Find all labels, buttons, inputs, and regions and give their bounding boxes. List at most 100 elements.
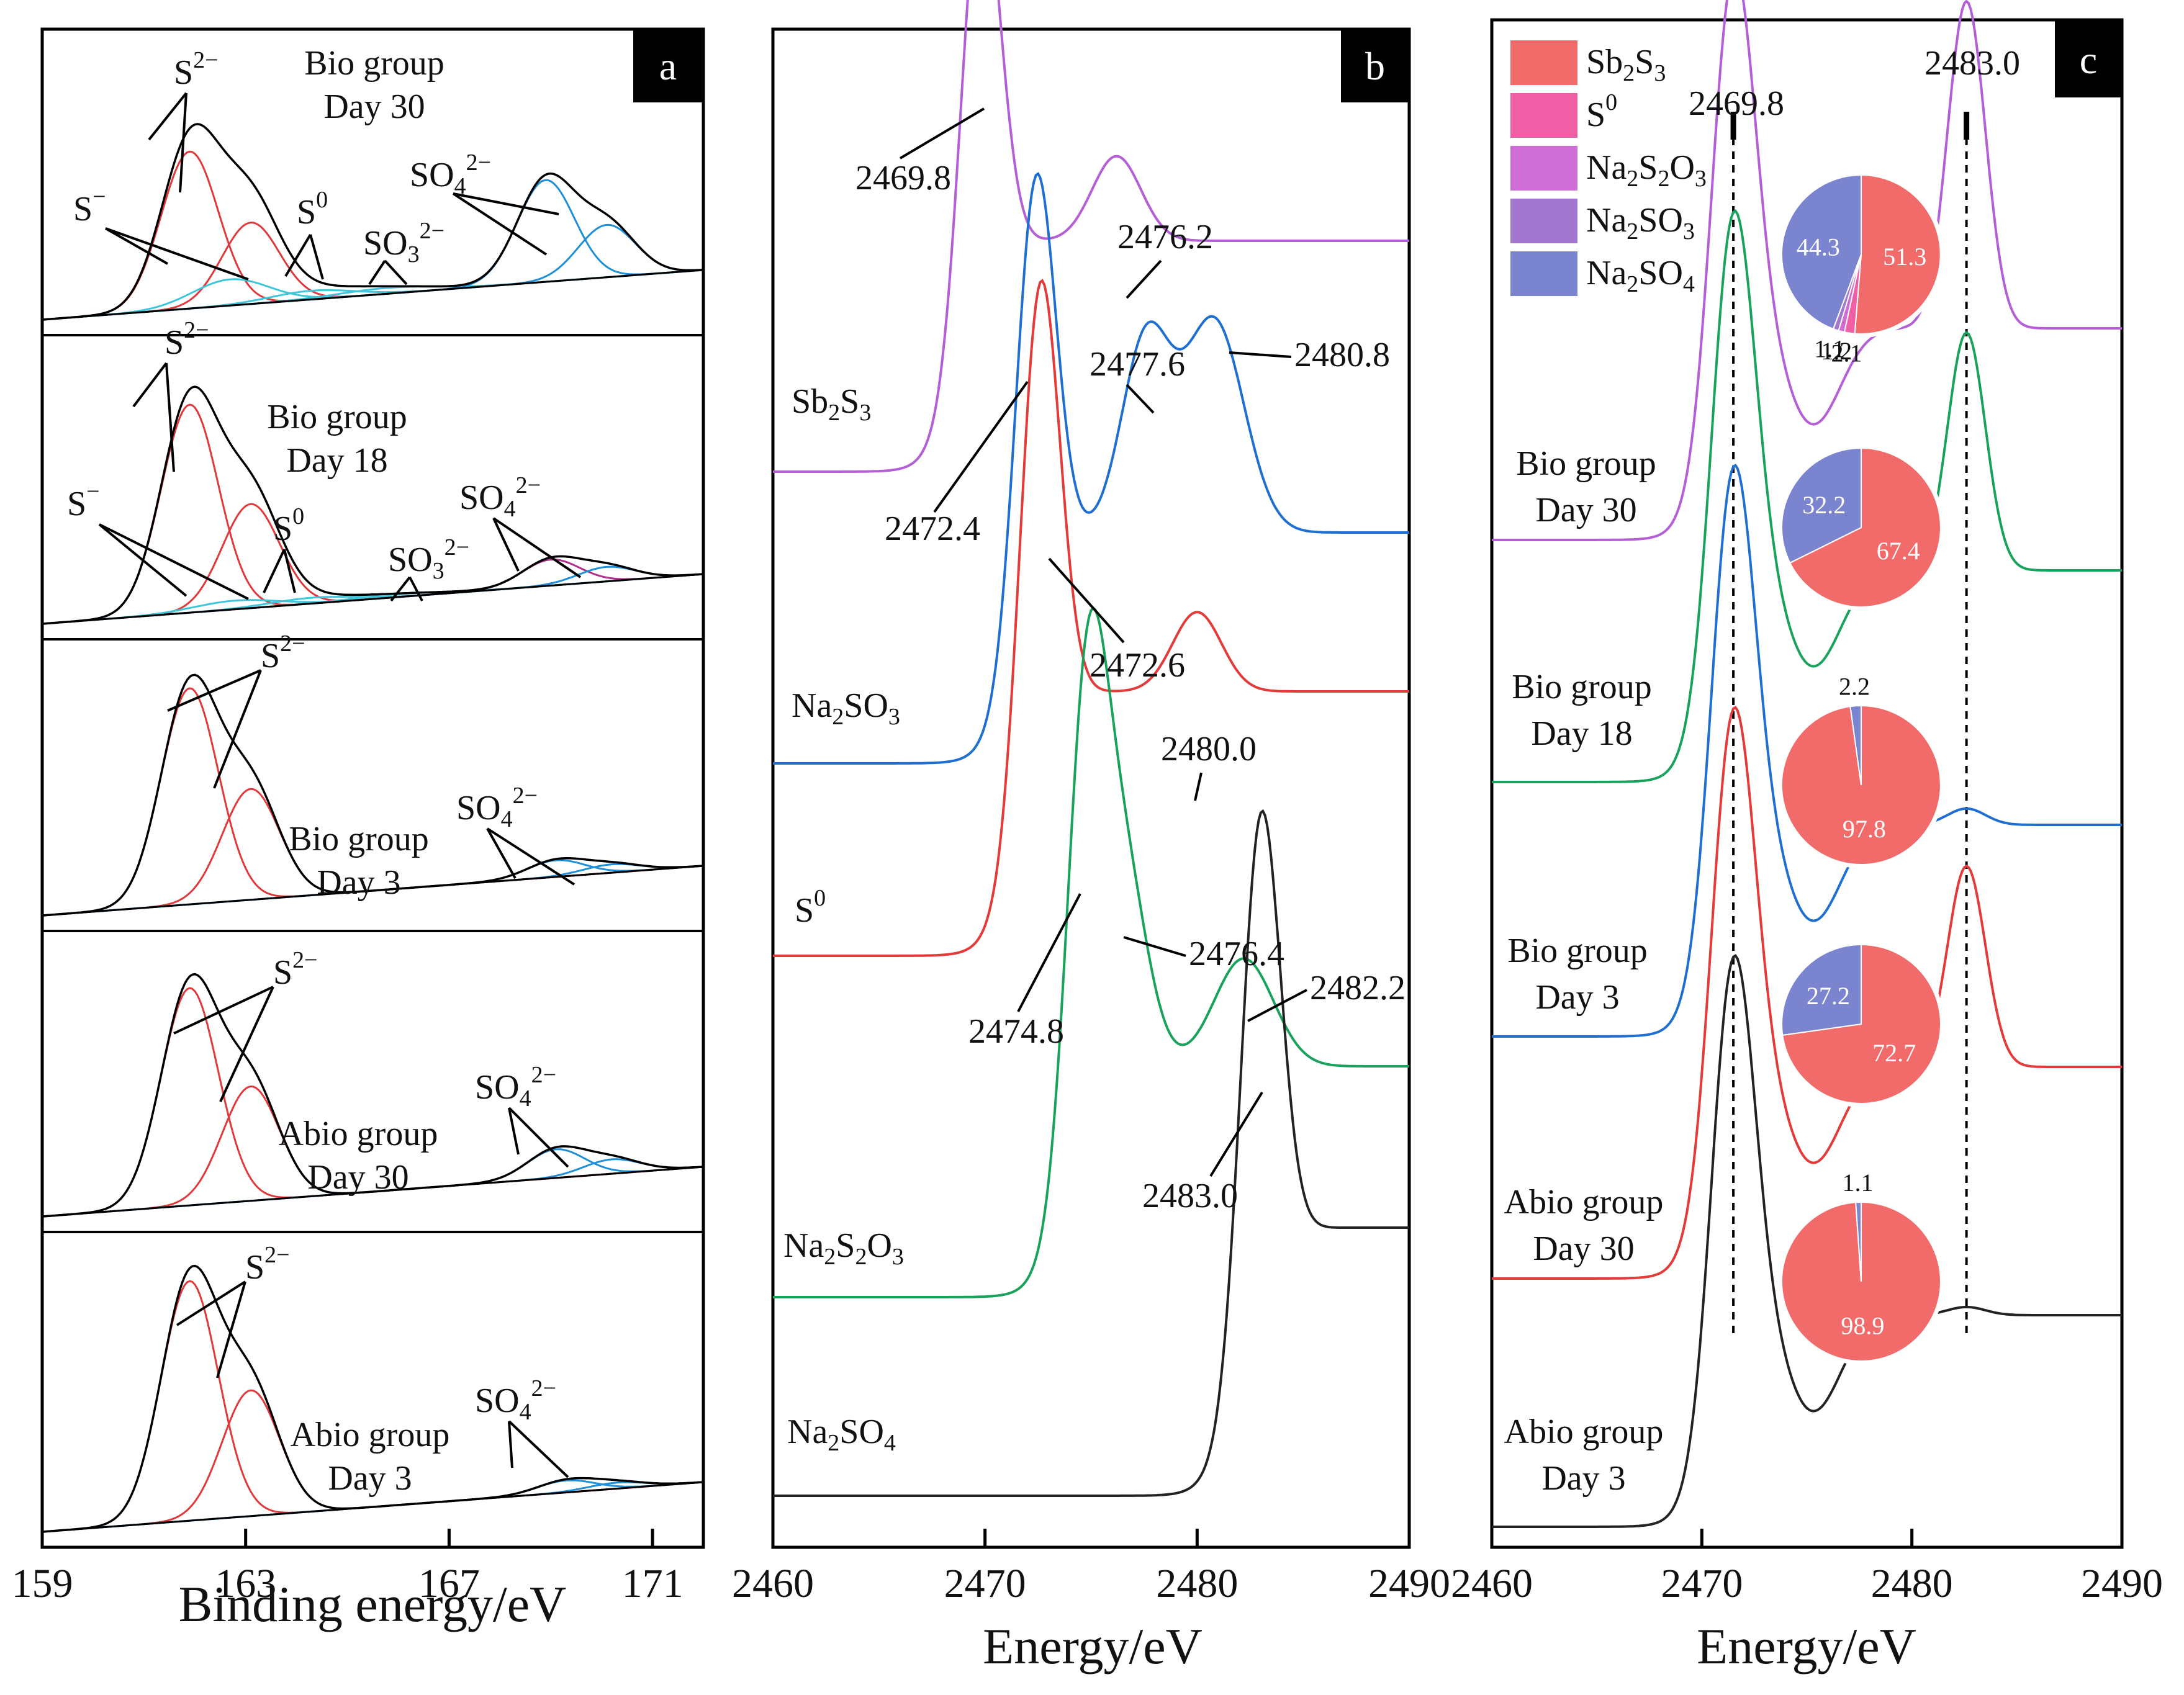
x-tick-label: 2460 — [732, 1561, 814, 1606]
a-arrow — [408, 577, 423, 601]
pie-slice-label: 32.2 — [1802, 491, 1846, 519]
sample-spectrum-curve — [1492, 464, 2122, 1038]
x-tick-label: 167 — [418, 1561, 480, 1606]
panel-c-curves — [1492, 0, 2122, 1528]
b-arrow — [1209, 1091, 1263, 1177]
b-peak-label: 2472.6 — [1090, 646, 1185, 685]
a-arrow — [486, 828, 517, 879]
b-arrow — [1194, 772, 1203, 801]
pie-slice — [1854, 174, 1941, 335]
panel-c-letter: c — [2080, 38, 2097, 82]
a-arrow — [98, 523, 187, 597]
b-arrow — [1017, 893, 1081, 1012]
sample-spectrum-curve — [1492, 954, 2122, 1528]
panel-b-frame — [771, 27, 1411, 1549]
c-refline-label: 2483.0 — [1925, 44, 2020, 83]
legend-label-na2s2o3: Na2S2O3 — [1586, 148, 1707, 192]
panel-a-letter: a — [659, 44, 677, 88]
b-peak-label: 2483.0 — [1142, 1177, 1238, 1215]
a-arrow — [263, 549, 286, 593]
b-label-sb2s3: Sb2S3 — [792, 382, 871, 426]
c-refline-label: 2469.8 — [1689, 84, 1784, 123]
a-arrow — [368, 259, 386, 285]
legend-swatch-s0 — [1510, 93, 1577, 138]
c-label-line2: Day 18 — [1531, 714, 1632, 753]
legend-swatch-na2s2o3 — [1510, 146, 1577, 191]
c-label-line1: Abio group — [1504, 1413, 1664, 1451]
b-arrow — [899, 107, 985, 160]
x-tick-label: 171 — [622, 1561, 684, 1606]
panel-a-species-annotations: S2− S− S0 SO32− SO42− S2− S− S0 S — [67, 47, 582, 1478]
a-label-line2: Day 30 — [323, 88, 425, 126]
xps-baseline — [42, 865, 704, 917]
panel-b-ticks: 2460 2470 2480 2490 — [732, 1529, 1450, 1606]
x-tick-label: 2460 — [1451, 1561, 1533, 1606]
b-arrow — [1247, 989, 1307, 1022]
reference-spectrum-curve — [773, 172, 1409, 765]
xps-baseline — [42, 269, 704, 321]
xps-baseline — [42, 1481, 704, 1533]
a-arrow — [283, 549, 296, 593]
x-tick-label: 2490 — [1368, 1561, 1450, 1606]
a-arrow — [216, 1281, 246, 1378]
pie-slice — [1855, 1201, 1862, 1282]
x-tick-label: 2470 — [1661, 1561, 1743, 1606]
a-arrow — [105, 227, 249, 281]
pie-slice — [1789, 447, 1941, 608]
panel-a-badge — [633, 29, 703, 102]
pie-slice-label: 51.3 — [1883, 243, 1926, 271]
panel-c-pies: 51.32.11.21.144.367.432.297.82.272.727.2… — [1778, 171, 1944, 1365]
a-arrow — [284, 233, 312, 277]
panel-a-curves — [42, 123, 704, 1533]
a-arrow — [508, 1420, 569, 1478]
a-arrow — [508, 1107, 520, 1155]
pie-slice-label: 2.2 — [1839, 672, 1870, 700]
b-peak-label: 2476.2 — [1117, 218, 1213, 256]
c-label-line1: Abio group — [1504, 1183, 1664, 1221]
xps-envelope-curve — [42, 123, 704, 321]
a-arrow — [486, 827, 575, 886]
panel-a-ticks: 159 163 167 171 — [12, 1529, 684, 1606]
b-arrow — [1229, 351, 1292, 358]
legend-label-na2so3: Na2SO3 — [1586, 201, 1695, 245]
a-arrow — [219, 986, 274, 1102]
panel-c-reference-lines — [1730, 112, 1970, 1334]
panel-c-xlabel: Energy/eV — [1697, 1618, 1916, 1675]
a-label-line2: Day 3 — [328, 1459, 412, 1498]
b-peak-label: 2482.2 — [1310, 969, 1406, 1007]
a-arrow — [508, 1421, 513, 1468]
pie-slice-label: 67.4 — [1877, 537, 1920, 565]
x-tick-label: 2490 — [2081, 1561, 2163, 1606]
x-tick-label: 2480 — [1156, 1561, 1238, 1606]
legend-swatch-na2so4 — [1510, 251, 1577, 296]
pie-slice-label: 1.1 — [1843, 1169, 1874, 1197]
b-arrow — [1126, 384, 1155, 414]
panel-c-ticks: 2460 2470 2480 2490 — [1451, 1529, 2163, 1606]
panel-b-xlabel: Energy/eV — [983, 1618, 1203, 1675]
panel-b-curves — [773, 0, 1409, 1497]
a-arrow — [390, 576, 411, 602]
a-arrow — [309, 234, 324, 280]
x-tick-label: 163 — [215, 1561, 276, 1606]
b-arrow — [1123, 936, 1186, 957]
panel-a-xlabel: Binding energy/eV — [179, 1576, 567, 1632]
panel-c-legend: Sb2S3 S0 Na2S2O3 Na2SO3 Na2SO4 — [1510, 40, 1707, 297]
a-arrow — [99, 523, 249, 600]
a-arrow — [132, 362, 168, 408]
b-peak-label: 2472.4 — [885, 510, 980, 548]
a-arrow — [452, 192, 548, 256]
a-label-line1: Bio group — [267, 398, 407, 436]
legend-swatch-na2so3 — [1510, 199, 1577, 243]
a-label-line1: Abio group — [279, 1115, 438, 1153]
c-label-line2: Day 30 — [1535, 491, 1636, 529]
x-tick-label: 2480 — [1871, 1561, 1953, 1606]
c-label-line1: Bio group — [1507, 932, 1648, 970]
panel-b: b 2460 2470 2480 2490 Energy/eV Sb2S3 Na2SO… — [732, 0, 1450, 1675]
x-tick-label: 2470 — [944, 1561, 1026, 1606]
reference-spectrum-curve — [773, 809, 1409, 1497]
panel-c: c 51.32.11.21.144.367.432.297.82.272.727… — [1451, 0, 2163, 1675]
legend-label-na2so4: Na2SO4 — [1586, 254, 1695, 297]
reference-spectrum-curve — [773, 279, 1409, 957]
a-arrow — [453, 192, 559, 215]
